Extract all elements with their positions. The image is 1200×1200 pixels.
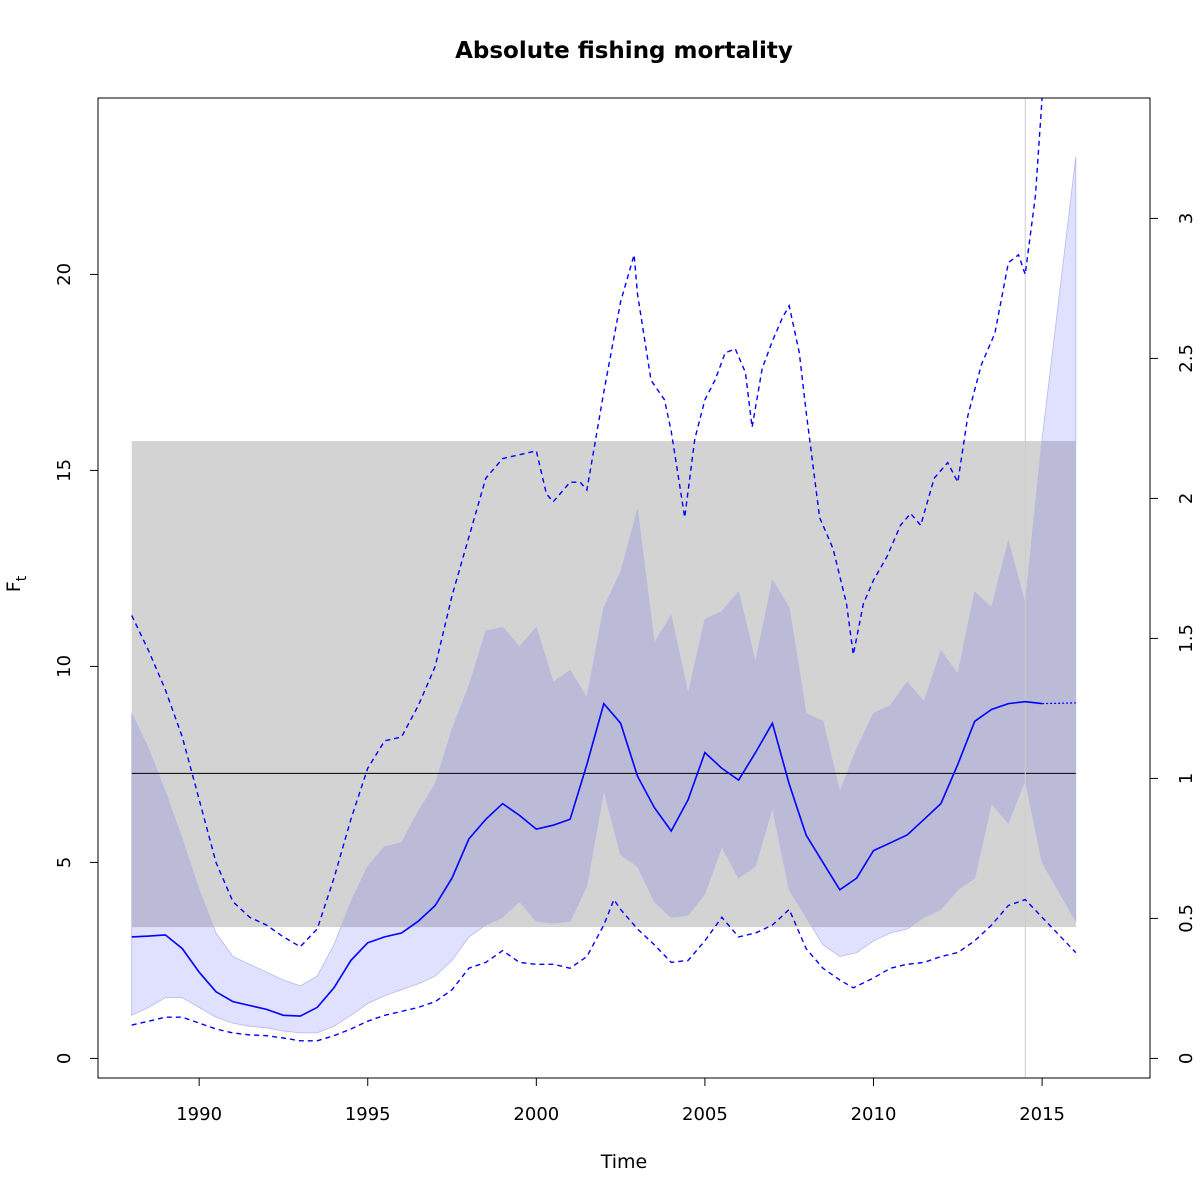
y-axis-label: Ft [3, 575, 30, 592]
x-tick-label: 2015 [1019, 1104, 1065, 1125]
x-axis-label: Time [600, 1151, 648, 1173]
x-tick-label: 2000 [513, 1104, 559, 1125]
y-tick-label: 0 [54, 1053, 75, 1064]
y-tick-label: 5 [54, 857, 75, 868]
estimate-line [131, 700, 1043, 1017]
y2-tick-label: 1 [1176, 773, 1197, 784]
y2-tick-label: 0 [1176, 1053, 1197, 1064]
x-tick-label: 2005 [682, 1104, 728, 1125]
estimate-forecast-line [1042, 702, 1076, 705]
confidence-band-over-reference [131, 441, 1076, 928]
x-tick-label: 1990 [176, 1104, 222, 1125]
chart-title: Absolute fishing mortality [455, 38, 793, 64]
y-axis-label-main: F [3, 581, 25, 592]
y-tick-label: 15 [54, 459, 75, 482]
y2-tick-label: 0.5 [1176, 904, 1197, 933]
x-tick-label: 1995 [345, 1104, 391, 1125]
y-tick-label: 20 [54, 263, 75, 286]
y-tick-label: 10 [54, 655, 75, 678]
ci-upper-dashed-line [131, 98, 1043, 948]
y2-tick-label: 2.5 [1176, 344, 1197, 373]
ci-lower-dashed-line [131, 898, 1077, 1042]
y2-tick-label: 2 [1176, 493, 1197, 504]
y2-tick-label: 1.5 [1176, 624, 1197, 653]
x-axis: 1990 1995 2000 2005 2010 2015 [176, 1077, 1065, 1125]
y-axis: 0 5 10 15 20 [54, 263, 99, 1064]
y2-tick-label: 3 [1176, 213, 1197, 224]
x-tick-label: 2010 [851, 1104, 897, 1125]
secondary-y-axis: 0 0.5 1 1.5 2 2.5 3 [1149, 213, 1197, 1064]
y-axis-label-subscript: t [14, 575, 30, 581]
svg-text:Ft: Ft [3, 575, 30, 592]
